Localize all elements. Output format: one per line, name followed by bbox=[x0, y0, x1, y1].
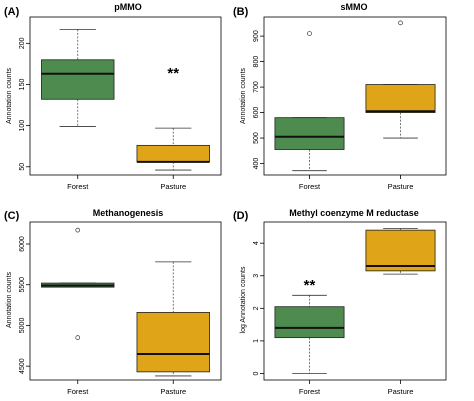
y-tick-label: 0 bbox=[253, 371, 260, 375]
y-tick-label: 150 bbox=[19, 79, 26, 91]
plot-frame bbox=[263, 16, 447, 176]
panel-label: (B) bbox=[233, 6, 249, 18]
box-forest bbox=[41, 28, 115, 127]
box-forest bbox=[274, 31, 345, 172]
box-pasture bbox=[136, 127, 210, 171]
chart-panel-1: (A) pMMO 50 100 150 200 Annotation counts Fores… bbox=[4, 2, 222, 191]
panel-label: (C) bbox=[4, 210, 20, 222]
y-tick-label: 4 bbox=[253, 241, 260, 245]
y-tick-label: 2 bbox=[253, 306, 260, 310]
x-tick-label: Pasture bbox=[388, 387, 414, 396]
y-axis-label: log Annotation counts bbox=[240, 266, 247, 333]
y-tick-label: 5500 bbox=[19, 277, 26, 293]
x-tick-label: Forest bbox=[67, 182, 89, 191]
y-tick-label: 1 bbox=[253, 339, 260, 343]
y-axis-label: Annotation counts bbox=[6, 67, 13, 124]
y-tick-label: 3 bbox=[253, 274, 260, 278]
y-tick-label: 100 bbox=[19, 120, 26, 132]
x-tick-label: Pasture bbox=[388, 182, 414, 191]
box-iqr bbox=[41, 59, 115, 100]
box-pasture bbox=[136, 261, 210, 377]
x-tick-label: Forest bbox=[299, 182, 321, 191]
chart-panel-3: (C) Methanogenesis 4500 5000 5500 6000 Annotat… bbox=[4, 208, 222, 396]
box-iqr bbox=[136, 312, 210, 373]
panel-title: Methyl coenzyme M reductase bbox=[289, 208, 419, 218]
x-tick-label: Pasture bbox=[160, 387, 186, 396]
box-iqr bbox=[365, 84, 436, 113]
chart-panel-2: (B) sMMO 400 500 600 700 800 900 Annotation coun… bbox=[233, 2, 447, 191]
box-iqr bbox=[136, 144, 210, 163]
box-pasture bbox=[365, 228, 436, 275]
y-tick-label: 200 bbox=[19, 37, 26, 49]
outlier-point bbox=[75, 335, 81, 340]
outlier-point bbox=[75, 227, 81, 233]
significance-marker: ** bbox=[167, 65, 179, 82]
plot-frame bbox=[29, 221, 222, 381]
panel-title: pMMO bbox=[114, 2, 142, 12]
box-iqr bbox=[274, 117, 345, 150]
chart-panel-4: (D) Methyl coenzyme M reductase 0 1 2 3 4 log A… bbox=[233, 208, 447, 396]
panel-label: (D) bbox=[233, 210, 249, 222]
y-tick-label: 500 bbox=[253, 132, 260, 144]
panel-title: sMMO bbox=[341, 2, 368, 12]
box-forest bbox=[274, 294, 345, 374]
y-axis-label: Annotation counts bbox=[6, 271, 13, 328]
y-tick-label: 6000 bbox=[19, 236, 26, 252]
x-tick-label: Pasture bbox=[160, 182, 186, 191]
panel-title: Methanogenesis bbox=[93, 208, 164, 218]
box-forest bbox=[41, 227, 115, 340]
box-iqr bbox=[365, 229, 436, 272]
outlier-point bbox=[398, 20, 403, 26]
y-tick-label: 600 bbox=[253, 107, 260, 119]
y-tick-label: 50 bbox=[19, 163, 26, 171]
y-tick-label: 800 bbox=[253, 56, 260, 68]
box-pasture bbox=[365, 20, 436, 139]
y-axis-label: Annotation counts bbox=[240, 67, 247, 124]
plot-frame bbox=[263, 221, 447, 381]
y-tick-label: 900 bbox=[253, 30, 260, 42]
outlier-point bbox=[307, 31, 312, 36]
x-tick-label: Forest bbox=[299, 387, 321, 396]
significance-marker: ** bbox=[304, 277, 316, 294]
y-tick-label: 700 bbox=[253, 81, 260, 93]
plot-frame bbox=[29, 16, 222, 176]
box-iqr bbox=[274, 306, 345, 339]
y-tick-label: 4500 bbox=[19, 358, 26, 374]
y-tick-label: 400 bbox=[253, 158, 260, 170]
x-tick-label: Forest bbox=[67, 387, 89, 396]
y-tick-label: 5000 bbox=[19, 318, 26, 334]
panel-label: (A) bbox=[4, 6, 20, 18]
